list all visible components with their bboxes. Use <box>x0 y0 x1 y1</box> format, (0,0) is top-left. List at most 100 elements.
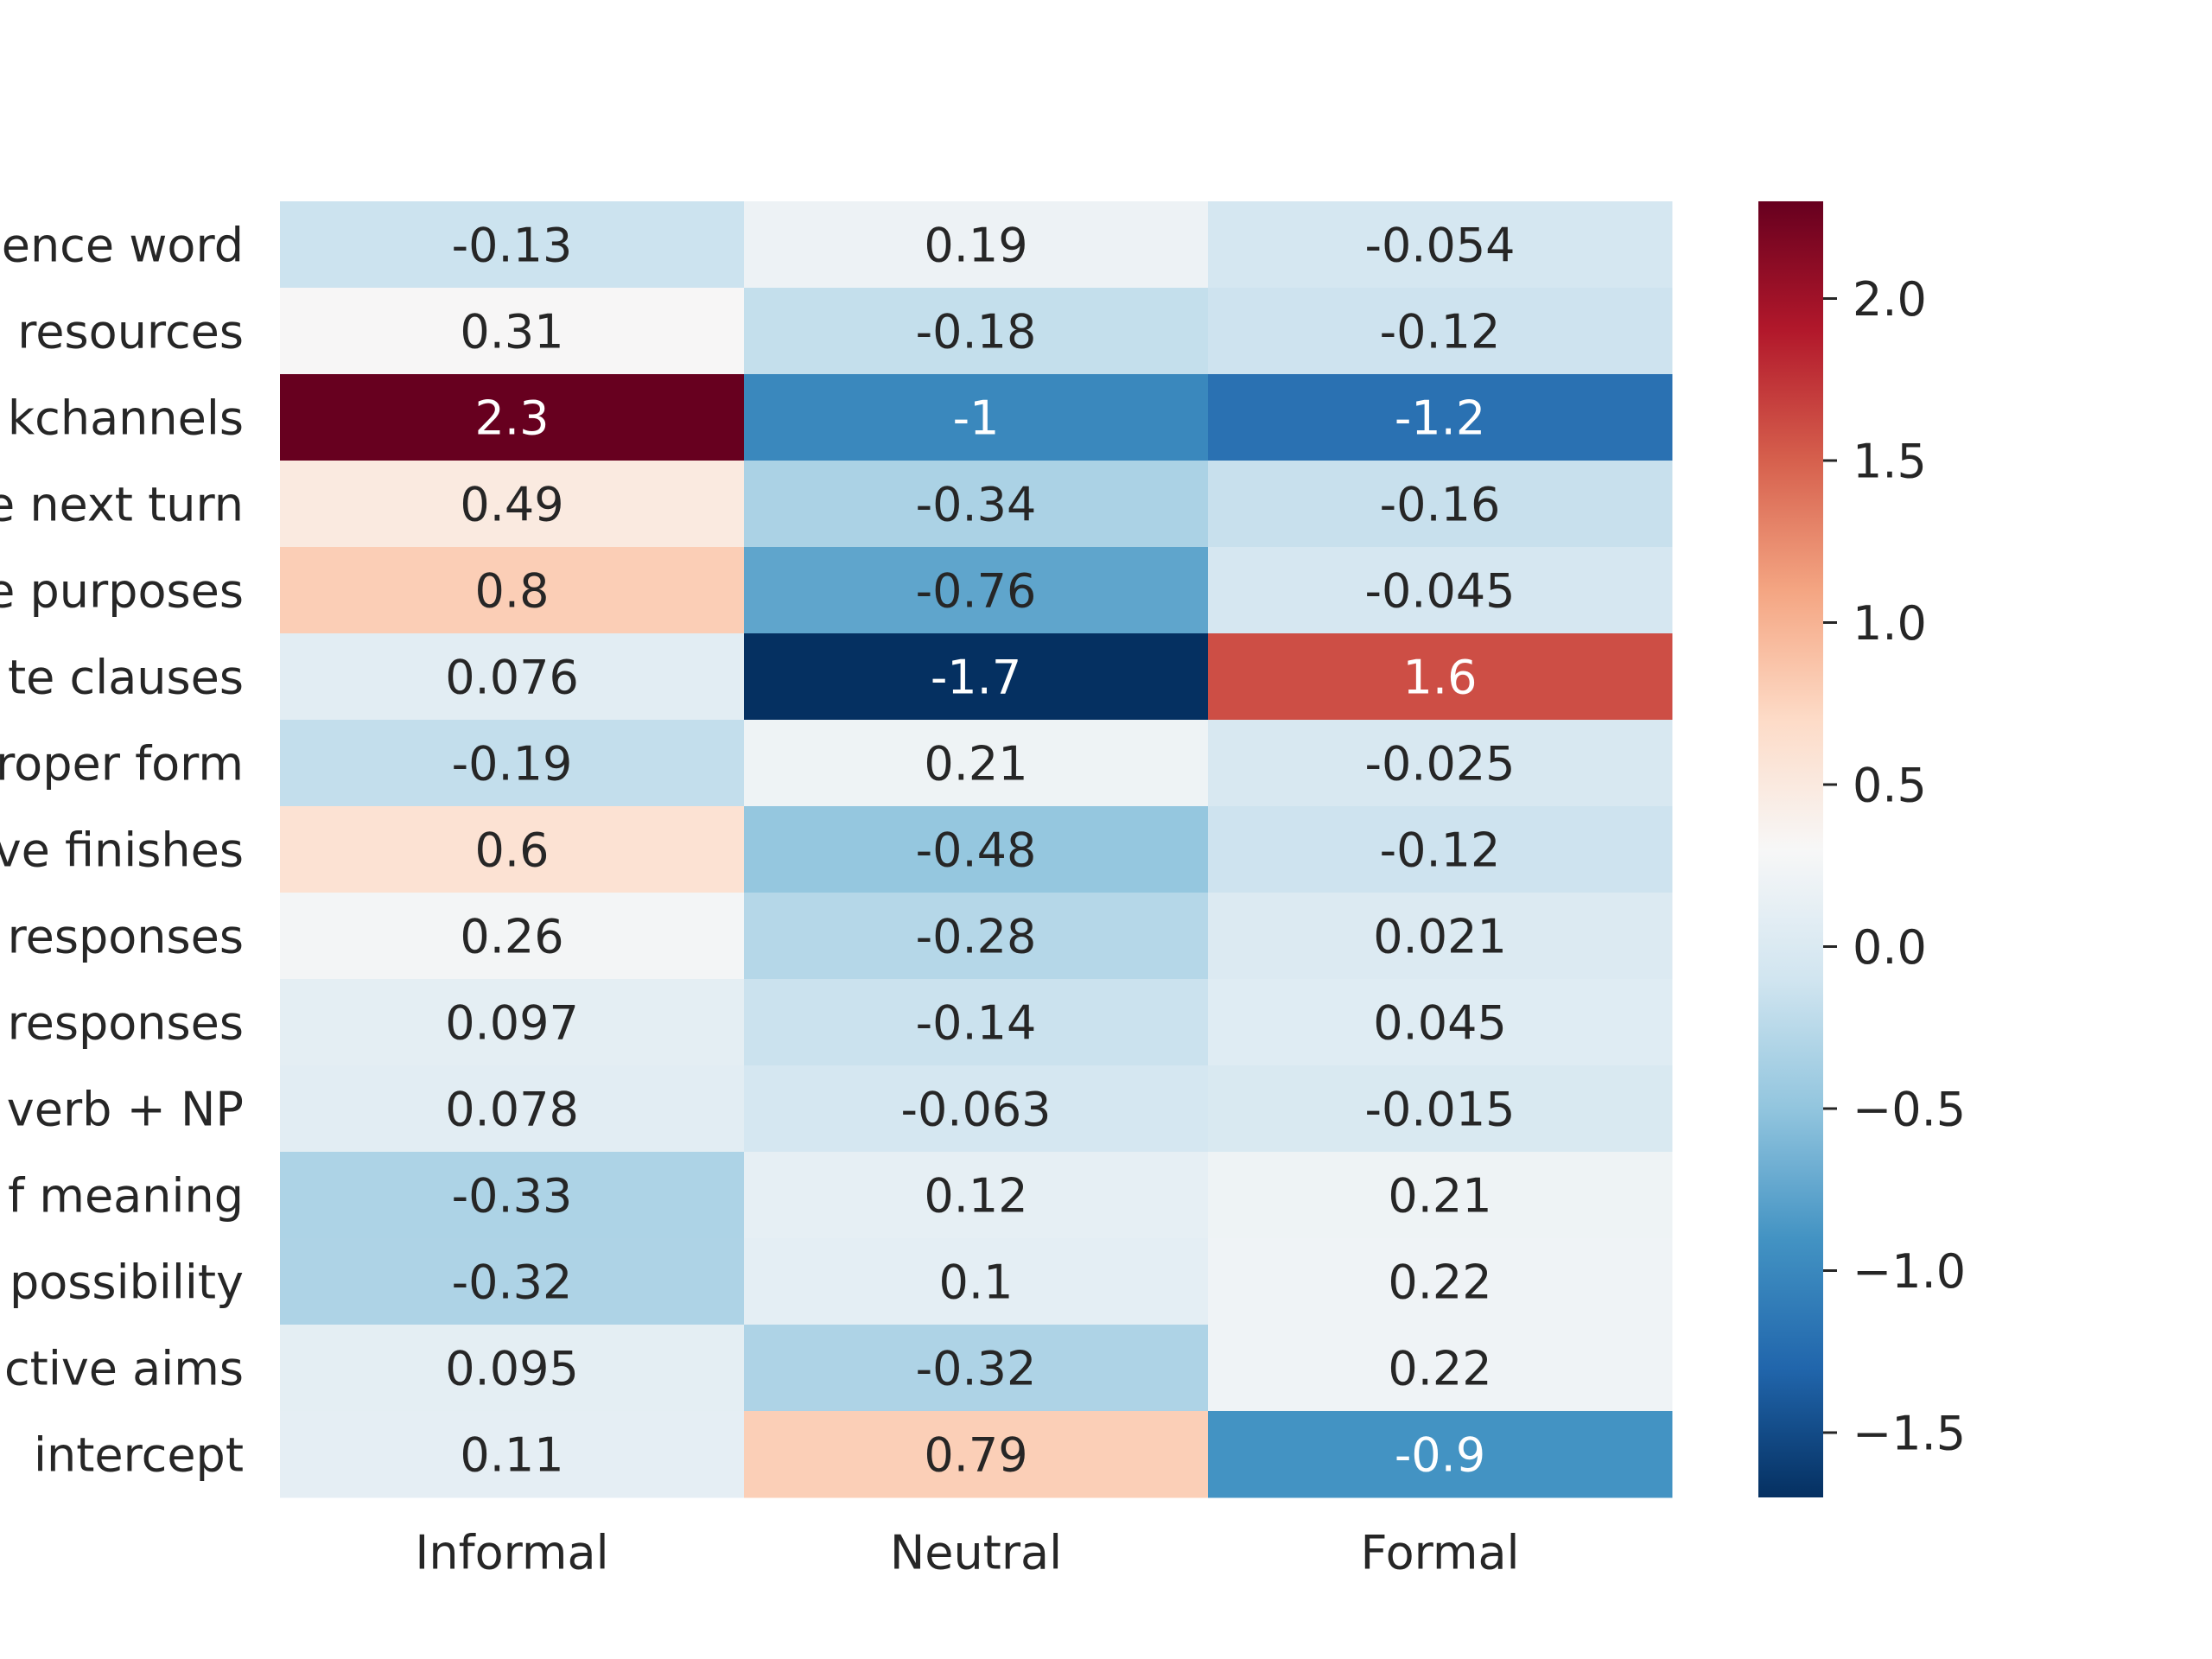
heatmap-cell <box>1208 288 1673 375</box>
cell-value-label: 0.19 <box>924 219 1027 273</box>
y-tick-label: verb + NP <box>7 1083 244 1137</box>
cell-value-label: -0.045 <box>1364 564 1515 619</box>
cell-value-label: -0.015 <box>1364 1083 1515 1137</box>
heatmap-cell <box>280 806 745 893</box>
heatmap-cell <box>280 1238 745 1325</box>
heatmap-cell <box>744 893 1209 980</box>
heatmap-cell <box>744 374 1209 461</box>
heatmap-cells <box>280 201 1673 1498</box>
cell-value-label: -0.16 <box>1380 478 1501 532</box>
y-tick-label: ve finishes <box>0 823 244 878</box>
cell-value-label: -0.32 <box>452 1255 573 1310</box>
heatmap-cell <box>280 979 745 1066</box>
heatmap-cell <box>744 201 1209 289</box>
cell-value-label: -0.34 <box>916 478 1037 532</box>
cell-value-label: 0.045 <box>1373 996 1507 1051</box>
cell-value-label: 0.076 <box>445 651 579 705</box>
colorbar-tick-label: 1.5 <box>1853 435 1927 489</box>
y-tick-label: e purposes <box>0 564 244 619</box>
cell-value-label: 0.6 <box>475 823 550 878</box>
cell-value-label: 0.79 <box>924 1428 1027 1483</box>
cell-value-label: 0.1 <box>939 1255 1014 1310</box>
y-tick-label: responses <box>8 910 244 964</box>
cell-value-label: 0.21 <box>924 737 1027 791</box>
cell-value-label: 0.021 <box>1373 910 1507 964</box>
cell-value-label: 2.3 <box>475 391 550 446</box>
cell-value-label: -0.28 <box>916 910 1037 964</box>
x-tick-labels: Informal Neutral Formal <box>415 1526 1519 1580</box>
heatmap-cell <box>280 633 745 721</box>
cell-value-label: 0.21 <box>1388 1169 1491 1224</box>
heatmap-cell <box>280 201 745 289</box>
heatmap-cell <box>1208 1325 1673 1412</box>
cell-value-label: -0.33 <box>452 1169 573 1224</box>
heatmap-cell <box>280 1065 745 1153</box>
heatmap-cell <box>744 979 1209 1066</box>
heatmap-cell <box>280 547 745 634</box>
y-tick-label: kchannels <box>8 391 244 446</box>
y-tick-label: e next turn <box>0 478 244 532</box>
cell-value-label: 0.22 <box>1388 1255 1491 1310</box>
cell-value-label: 1.6 <box>1403 651 1478 705</box>
x-tick-label: Neutral <box>890 1526 1062 1580</box>
heatmap-cell <box>1208 979 1673 1066</box>
heatmap-cell <box>744 1411 1209 1498</box>
colorbar-bar <box>1758 201 1823 1497</box>
cell-value-label: 0.097 <box>445 996 579 1051</box>
heatmap-cell <box>280 374 745 461</box>
cell-value-label: -0.32 <box>916 1342 1037 1396</box>
heatmap-cell <box>744 1065 1209 1153</box>
cell-value-label: -0.19 <box>452 737 573 791</box>
cell-value-label: 0.095 <box>445 1342 579 1396</box>
cell-value-label: -0.12 <box>1380 823 1501 878</box>
y-tick-label: roper form <box>0 737 244 791</box>
colorbar: 2.0 1.5 1.0 0.5 0.0 −0.5 −1.0 −1.5 <box>1758 201 1966 1497</box>
cell-value-label: -1.2 <box>1395 391 1485 446</box>
heatmap-cell <box>1208 1065 1673 1153</box>
y-tick-label: te clauses <box>8 651 244 705</box>
cell-value-label: -0.76 <box>916 564 1037 619</box>
cell-value-label: -0.054 <box>1364 219 1515 273</box>
colorbar-tick-label: −1.5 <box>1853 1407 1966 1461</box>
heatmap-cell <box>1208 806 1673 893</box>
y-tick-label: responses <box>8 996 244 1051</box>
cell-value-label: -0.12 <box>1380 305 1501 359</box>
heatmap-cell <box>1208 720 1673 807</box>
heatmap-cell <box>1208 893 1673 980</box>
heatmap-cell <box>1208 1238 1673 1325</box>
heatmap-cell <box>1208 1152 1673 1239</box>
heatmap-cell <box>744 461 1209 548</box>
heatmap-cell <box>744 720 1209 807</box>
cell-value-label: 0.8 <box>475 564 550 619</box>
cell-value-label: -0.025 <box>1364 737 1515 791</box>
heatmap-cell <box>744 633 1209 721</box>
cell-value-label: 0.22 <box>1388 1342 1491 1396</box>
heatmap-cell <box>744 288 1209 375</box>
heatmap-cell <box>1208 1411 1673 1498</box>
cell-value-label: -0.18 <box>916 305 1037 359</box>
x-tick-label: Formal <box>1360 1526 1519 1580</box>
y-tick-label: ence word <box>2 219 244 273</box>
heatmap-cell <box>1208 461 1673 548</box>
cell-value-label: -1 <box>953 391 1000 446</box>
x-tick-label: Informal <box>415 1526 608 1580</box>
heatmap-cell <box>1208 201 1673 289</box>
heatmap-cell <box>744 1152 1209 1239</box>
cell-value-label: 0.26 <box>460 910 563 964</box>
heatmap-cell <box>280 1152 745 1239</box>
heatmap-cell <box>280 1325 745 1412</box>
heatmap-cell <box>280 288 745 375</box>
heatmap-cell <box>1208 547 1673 634</box>
heatmap-cell <box>744 547 1209 634</box>
heatmap-cell <box>280 1411 745 1498</box>
cell-value-label: 0.11 <box>460 1428 563 1483</box>
heatmap-cell <box>744 1238 1209 1325</box>
cell-annotations: -0.13 0.19 -0.054 0.31 -0.18 -0.12 2.3 -1 -1.2 0.… <box>445 219 1515 1483</box>
colorbar-tick-label: 2.0 <box>1853 272 1927 327</box>
cell-value-label: -0.063 <box>900 1083 1051 1137</box>
colorbar-tick-label: −1.0 <box>1853 1244 1966 1299</box>
cell-value-label: 0.12 <box>924 1169 1027 1224</box>
cell-value-label: -0.48 <box>916 823 1037 878</box>
heatmap-cell <box>744 1325 1209 1412</box>
